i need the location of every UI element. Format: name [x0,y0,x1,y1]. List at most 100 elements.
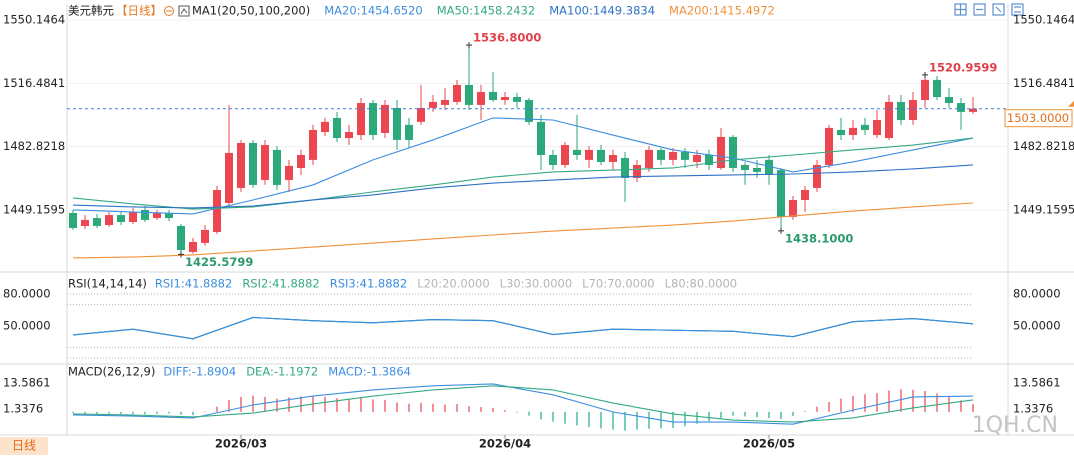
y-tick-label: 50.0000 [3,318,51,332]
legend-entry: RSI3:41.8882 [330,277,407,291]
last-price-label: 1503.0000 [1007,111,1069,125]
candle-body [945,97,953,104]
last-price-box [1004,109,1073,128]
candle-body [453,84,461,102]
last-price-arrow [1068,100,1074,107]
candle-body [513,97,521,102]
icon[interactable] [973,3,986,16]
candle-body [633,164,641,178]
candle-body [561,145,569,165]
candle-body [201,229,209,243]
candle-body [717,136,725,168]
candle-body [585,149,593,160]
candle-body [249,142,257,185]
candle-body [465,84,473,105]
candle-body [297,154,305,168]
candle-body [813,164,821,188]
y-tick-label: 1550.1464 [3,12,65,26]
tab-background[interactable] [0,437,48,455]
candle-body [285,165,293,181]
candle-body [129,212,137,223]
legend-entry: DEA:-1.1972 [246,365,318,379]
icon [178,5,190,17]
candle-body [153,212,161,219]
y-tick-label: 1.3376 [3,401,43,415]
candle-body [969,108,977,112]
legend-entry: MA200:1415.4972 [669,4,775,18]
y-tick-label: 80.0000 [3,286,51,300]
candle-body [429,101,437,108]
candle-body [237,142,245,188]
candle-body [333,117,341,139]
x-tick-label: 2026/04 [479,437,531,451]
candle-body [381,104,389,133]
candle-body [861,124,869,130]
candle-body [885,101,893,139]
candle-body [921,79,929,101]
candle-body [417,107,425,122]
candle-body [909,100,917,120]
candle-body [621,158,629,178]
candle-body [477,91,485,105]
y-tick-label: 1449.1595 [3,203,65,217]
y-tick-label: 13.5861 [3,375,51,389]
legend-entry: MA100:1449.3834 [549,4,655,18]
candle-body [597,149,605,162]
annotation-label: 1520.9599 [929,60,997,74]
candle-body [69,212,77,229]
legend-entry: RSI2:41.8882 [242,277,319,291]
level-label: L80:80.0000 [665,277,737,291]
y-tick-label: 1550.1464 [1013,12,1074,26]
moving-average [72,164,974,209]
panel-title: MACD(26,12,9) [68,365,155,379]
candle-body [117,215,125,223]
symbol: 美元韩元 [68,4,114,18]
panel-title: RSI(14,14,14) [68,277,147,291]
icon[interactable] [1011,3,1024,16]
candle-body [681,151,689,160]
candle-body [933,79,941,98]
candle-body [705,154,713,165]
candle-body [549,154,557,165]
candle-body [873,119,881,136]
candle-body [765,159,773,175]
candle-body [849,127,857,136]
candle-body [489,91,497,101]
icon[interactable] [992,3,1005,16]
candle-body [501,97,509,101]
icon[interactable] [995,6,1002,13]
candle-body [669,151,677,160]
indicator: MA1(20,50,100,200) [192,4,310,18]
candle-body [225,152,233,203]
macd-line [72,385,974,423]
candle-body [261,145,269,181]
candle-body [141,209,149,220]
candle-body [645,149,653,168]
y-tick-label: 13.5861 [1013,375,1061,389]
candle-body [369,103,377,136]
candle-body [609,154,617,162]
candle-body [321,121,329,133]
candle-body [105,215,113,226]
y-tick-label: 1482.8218 [3,139,65,153]
level-label: L70:70.0000 [582,277,654,291]
moving-average [72,137,974,210]
legend-entry: MACD:-1.3864 [328,365,411,379]
candle-body [729,136,737,168]
toolbar-icons[interactable] [954,3,1024,16]
legend-entry: MA50:1458.2432 [437,4,536,18]
candle-body [741,164,749,171]
annotation-label: 1438.1000 [785,231,853,245]
level-label: L20:20.0000 [417,277,489,291]
legend-entry: RSI1:41.8882 [155,277,232,291]
icon [164,6,174,16]
candle-body [753,167,761,172]
watermark: 1QH.CN [972,413,1058,438]
candle-body [957,103,965,112]
candle-body [825,127,833,165]
period-tab[interactable]: 日线 [12,439,36,453]
candle-body [393,107,401,140]
candle-body [897,101,905,120]
x-tick-label: 2026/05 [743,437,795,451]
candle-body [801,190,809,200]
